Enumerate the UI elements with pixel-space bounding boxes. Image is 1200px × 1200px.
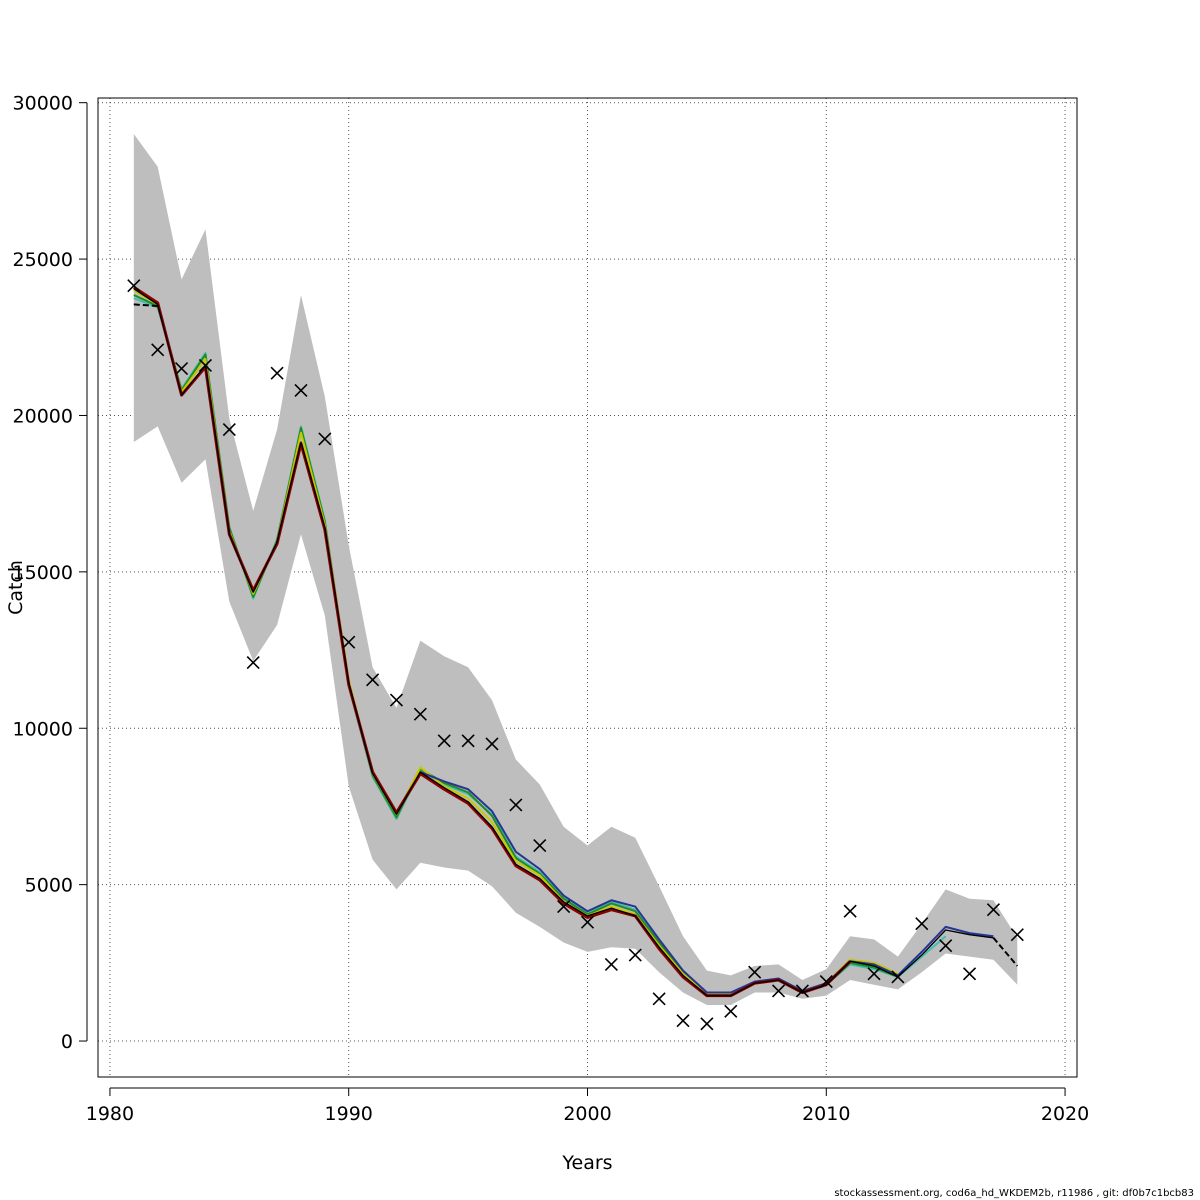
y-tick-label: 15000 — [13, 562, 73, 584]
y-tick-label: 5000 — [25, 875, 73, 897]
x-tick-label: 2020 — [1041, 1103, 1089, 1125]
observed-point — [198, 358, 213, 372]
y-tick-label: 25000 — [13, 249, 73, 271]
observed-point — [1010, 928, 1024, 942]
observed-points — [127, 279, 1024, 1031]
observed-point — [557, 899, 571, 914]
observed-point — [819, 975, 833, 989]
x-tick-label: 1990 — [325, 1103, 373, 1125]
series-line-5 — [132, 285, 852, 998]
footer-note: stockassessment.org, cod6a_hd_WKDEM2b, r… — [834, 1188, 1194, 1199]
observed-point — [294, 383, 308, 398]
series-line-7 — [133, 303, 1019, 967]
observed-point — [915, 917, 929, 931]
observed-point — [151, 343, 165, 357]
x-tick-label: 1980 — [86, 1103, 134, 1125]
y-tick-label: 30000 — [13, 93, 73, 115]
series-line-4 — [419, 771, 994, 994]
observed-point — [867, 967, 881, 981]
observed-point — [175, 361, 189, 376]
observed-point — [962, 967, 977, 981]
y-tick-label: 20000 — [13, 405, 73, 427]
x-axis-title: Years — [561, 1152, 612, 1174]
observed-point — [318, 432, 332, 446]
observed-point — [342, 635, 356, 649]
observed-point — [604, 957, 618, 971]
axes: 1980 1990 2000 2010 2020 0 5000 10000 15000 20000… — [13, 93, 1090, 1125]
observed-point — [843, 904, 857, 918]
observed-point — [246, 656, 260, 670]
y-tick-label: 10000 — [13, 718, 73, 740]
observed-point — [771, 984, 786, 998]
series-lines — [132, 285, 1019, 998]
observed-point — [270, 366, 284, 380]
observed-point — [795, 984, 809, 998]
observed-point — [580, 915, 595, 929]
observed-point — [127, 279, 141, 293]
observed-point — [437, 734, 451, 748]
x-tick-label: 2000 — [563, 1103, 611, 1125]
observed-point — [891, 970, 905, 984]
observed-point — [461, 734, 475, 748]
observed-point — [724, 1004, 738, 1018]
y-tick-label: 0 — [61, 1031, 73, 1053]
band-area — [133, 133, 1018, 1006]
observed-point — [652, 992, 666, 1006]
x-tick-label: 2010 — [802, 1103, 850, 1125]
observed-point — [389, 693, 404, 707]
observed-point — [222, 422, 236, 437]
observed-point — [986, 903, 1000, 917]
observed-point — [366, 673, 380, 687]
observed-point — [748, 965, 762, 979]
observed-point — [939, 939, 953, 953]
observed-point — [509, 798, 523, 812]
observed-point — [628, 948, 642, 962]
observed-point — [700, 1017, 714, 1031]
observed-point — [676, 1014, 690, 1028]
observed-point — [485, 737, 499, 751]
observed-point — [413, 707, 427, 721]
series-line-6 — [133, 288, 994, 997]
confidence-band — [133, 133, 1018, 1006]
observed-point — [533, 838, 547, 853]
plot-frame — [97, 97, 1078, 1078]
y-axis-title: Catch — [5, 560, 27, 615]
